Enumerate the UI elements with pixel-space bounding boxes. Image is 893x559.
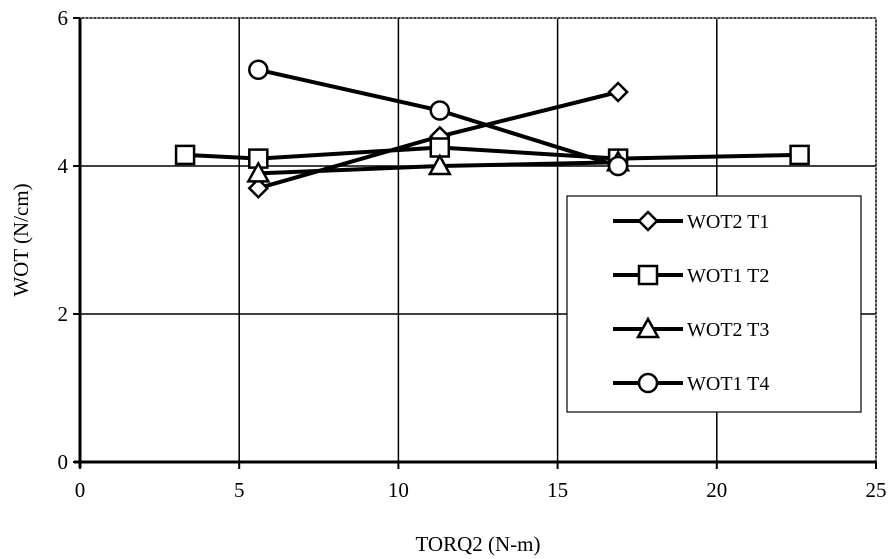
legend-box [566, 195, 862, 413]
x-tick-label: 10 [388, 478, 409, 502]
tick-labels: 0 5 10 15 20 25 0 2 4 6 [58, 6, 887, 502]
legend-item: WOT2 T3 [613, 316, 769, 341]
diamond-marker [637, 210, 659, 232]
x-tick-label: 25 [866, 478, 887, 502]
diamond-marker [247, 177, 270, 199]
circle-marker [248, 59, 269, 81]
circle-marker [607, 155, 629, 177]
x-tick-label: 0 [75, 478, 86, 502]
y-tick-label: 2 [58, 302, 69, 326]
x-tick-label: 15 [547, 478, 568, 502]
circle-marker [637, 372, 659, 394]
y-tick-label: 0 [58, 450, 69, 474]
triangle-marker [246, 160, 271, 183]
legend-label: WOT2 T1 [687, 211, 769, 233]
triangle-marker [427, 153, 452, 176]
circle-marker [429, 100, 451, 121]
plot-area [73, 17, 877, 469]
y-tick-label: 4 [58, 154, 69, 178]
series-line [184, 145, 800, 161]
y-axis-title: WOT (N/cm) [9, 183, 33, 296]
x-tick-label: 5 [234, 478, 245, 502]
diamond-marker [607, 81, 629, 103]
legend-label: WOT1 T2 [687, 265, 769, 287]
legend-item: WOT1 T4 [613, 372, 769, 395]
legend: WOT2 T1 WOT1 T2 WOT2 T3 WOT1 T4 [566, 195, 862, 413]
legend-label: WOT1 T4 [687, 373, 769, 395]
square-marker [174, 144, 196, 166]
triangle-marker [635, 316, 661, 339]
legend-label: WOT2 T3 [687, 319, 769, 341]
square-marker [637, 264, 659, 286]
series-group [174, 59, 810, 199]
series-wot1-t4 [248, 59, 629, 177]
square-marker [789, 144, 810, 166]
y-tick-label: 6 [58, 6, 69, 30]
x-tick-label: 20 [706, 478, 727, 502]
legend-item: WOT1 T2 [613, 264, 769, 287]
legend-item: WOT2 T1 [613, 210, 769, 233]
x-axis-title: TORQ2 (N-m) [415, 532, 540, 556]
